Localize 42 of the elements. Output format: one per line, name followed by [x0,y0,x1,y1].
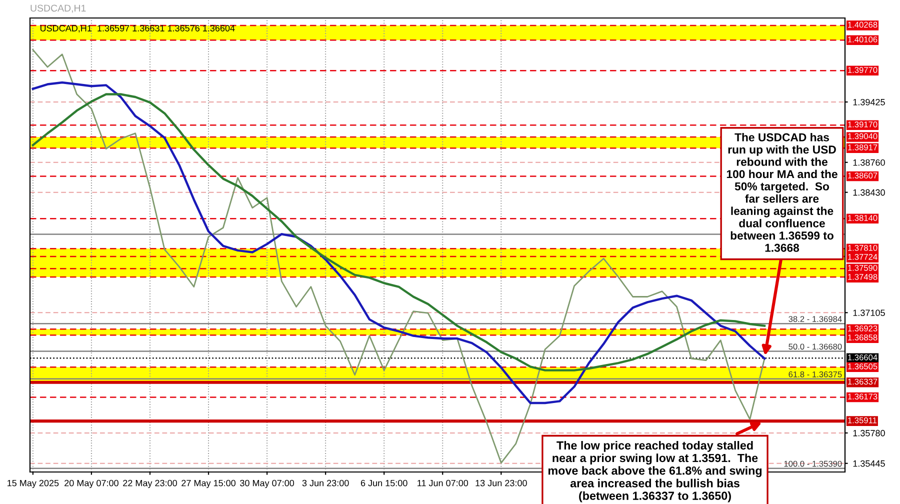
ref-line-label: 1.35911 [848,417,877,424]
x-tick-label: 20 May 07:00 [64,480,118,488]
ref-line-label: 1.37724 [848,254,878,260]
ref-line-label: 1.38917 [848,144,878,150]
ref-line-label: 1.40106 [848,36,878,42]
ref-line-label: 1.36173 [848,394,878,400]
ref-line-label: 1.37498 [848,274,878,280]
annotation: The low price reached today stalled near a prior swing low at 1.3591. The move back above the 61.8% and swing area increased the bullish bias (between 1.36337 to 1.3650) [548,441,762,502]
annotation: 61.8 - 1.36375 [788,371,842,378]
ref-line-label: 1.40268 [848,22,878,28]
y-tick-label: 1.35780 [853,430,885,436]
x-tick-label: 15 May 2025 [8,480,59,488]
ref-line-label: 1.38140 [848,215,878,221]
x-tick-label: 30 May 07:00 [240,480,294,488]
ref-line-label: 1.39170 [848,121,878,128]
x-tick-label: 22 May 23:00 [123,480,177,488]
ref-line-label: 1.38607 [848,172,878,178]
ref-line-label: 1.39040 [848,133,878,140]
ref-line-label: 1.36505 [848,363,878,370]
x-tick-label: 13 Jun 23:00 [476,480,527,486]
y-tick-label: 1.35445 [853,460,885,467]
ref-line-label: 1.37810 [848,244,878,251]
x-tick-label: 6 Jun 15:00 [360,480,408,486]
y-tick-label: 1.38430 [853,189,885,196]
x-tick-label: 3 Jun 23:00 [302,480,349,486]
y-tick-label: 1.37105 [853,310,885,316]
y-tick-label: 1.38760 [853,159,885,166]
chart-subtitle: USDCAD,H1 [30,4,86,13]
text: USDCAD,H1 1.36597 1.36631 1.36576 1.36604 [40,25,235,33]
ref-line-label: 1.39770 [848,67,878,73]
x-tick-label: 27 May 15:00 [182,480,236,488]
text: The USDCAD has run up with the USD rebound with the 100 hour MA and the 50% targeted. So far sellers are leaning against the dual confluence between 1.36599 to 1.3668 [726,133,838,252]
ref-line-label: 1.37590 [848,264,878,271]
ref-line-label: 1.36337 [848,378,878,385]
ref-line-label: 1.36858 [848,334,878,340]
ref-line-label: 1.36604 [848,354,878,360]
x-tick-label: 11 Jun 07:00 [418,480,468,486]
annotation: 50.0 - 1.36680 [788,344,842,350]
annotation: 38.2 - 1.36984 [788,316,842,322]
y-tick-label: 1.39425 [853,98,885,106]
ref-line-label: 1.36923 [848,326,878,332]
annotation: 100.0 - 1.35390 [784,460,842,467]
